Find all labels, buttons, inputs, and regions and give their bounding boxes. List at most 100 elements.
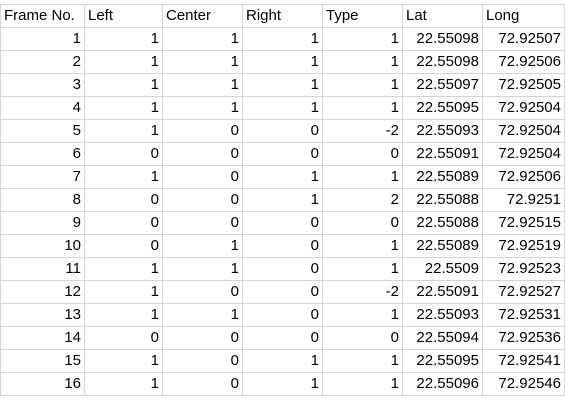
cell-center[interactable]: 1 [162, 27, 243, 51]
cell-left[interactable]: 1 [84, 303, 163, 327]
cell-lat[interactable]: 22.55096 [402, 372, 483, 396]
cell-center[interactable]: 0 [162, 188, 243, 212]
cell-long[interactable]: 72.92523 [482, 257, 565, 281]
cell-long[interactable]: 72.92504 [482, 119, 565, 143]
cell-frame-no[interactable]: 13 [0, 303, 85, 327]
cell-type[interactable]: -2 [322, 280, 403, 304]
cell-left[interactable]: 0 [84, 188, 163, 212]
cell-long[interactable]: 72.92546 [482, 372, 565, 396]
cell-center[interactable]: 0 [162, 326, 243, 350]
header-cell-left[interactable]: Left [84, 4, 163, 28]
cell-lat[interactable]: 22.55098 [402, 27, 483, 51]
cell-type[interactable]: 1 [322, 303, 403, 327]
cell-lat[interactable]: 22.55089 [402, 165, 483, 189]
cell-long[interactable]: 72.92519 [482, 234, 565, 258]
cell-center[interactable]: 0 [162, 372, 243, 396]
cell-lat[interactable]: 22.55093 [402, 303, 483, 327]
cell-left[interactable]: 0 [84, 211, 163, 235]
cell-long[interactable]: 72.92505 [482, 73, 565, 97]
cell-right[interactable]: 1 [242, 96, 323, 120]
header-cell-frame-no[interactable]: Frame No. [0, 4, 85, 28]
cell-right[interactable]: 0 [242, 280, 323, 304]
cell-lat[interactable]: 22.55088 [402, 211, 483, 235]
cell-left[interactable]: 1 [84, 165, 163, 189]
cell-right[interactable]: 0 [242, 257, 323, 281]
cell-type[interactable]: 1 [322, 257, 403, 281]
cell-right[interactable]: 1 [242, 27, 323, 51]
cell-frame-no[interactable]: 16 [0, 372, 85, 396]
cell-left[interactable]: 1 [84, 27, 163, 51]
cell-right[interactable]: 0 [242, 326, 323, 350]
cell-lat[interactable]: 22.55095 [402, 96, 483, 120]
cell-center[interactable]: 1 [162, 96, 243, 120]
cell-left[interactable]: 0 [84, 326, 163, 350]
cell-long[interactable]: 72.92536 [482, 326, 565, 350]
header-cell-center[interactable]: Center [162, 4, 243, 28]
cell-center[interactable]: 0 [162, 211, 243, 235]
cell-long[interactable]: 72.92504 [482, 96, 565, 120]
cell-left[interactable]: 0 [84, 234, 163, 258]
cell-type[interactable]: 0 [322, 211, 403, 235]
cell-long[interactable]: 72.92506 [482, 50, 565, 74]
cell-left[interactable]: 1 [84, 372, 163, 396]
cell-type[interactable]: 1 [322, 372, 403, 396]
cell-center[interactable]: 0 [162, 165, 243, 189]
header-cell-right[interactable]: Right [242, 4, 323, 28]
cell-center[interactable]: 0 [162, 280, 243, 304]
cell-center[interactable]: 0 [162, 142, 243, 166]
cell-long[interactable]: 72.92541 [482, 349, 565, 373]
header-cell-lat[interactable]: Lat [402, 4, 483, 28]
cell-left[interactable]: 1 [84, 73, 163, 97]
cell-left[interactable]: 1 [84, 96, 163, 120]
cell-type[interactable]: 2 [322, 188, 403, 212]
cell-frame-no[interactable]: 14 [0, 326, 85, 350]
cell-right[interactable]: 1 [242, 188, 323, 212]
cell-frame-no[interactable]: 6 [0, 142, 85, 166]
cell-long[interactable]: 72.92531 [482, 303, 565, 327]
cell-left[interactable]: 1 [84, 119, 163, 143]
cell-lat[interactable]: 22.55093 [402, 119, 483, 143]
cell-frame-no[interactable]: 9 [0, 211, 85, 235]
cell-left[interactable]: 0 [84, 142, 163, 166]
cell-left[interactable]: 1 [84, 50, 163, 74]
header-cell-type[interactable]: Type [322, 4, 403, 28]
cell-left[interactable]: 1 [84, 349, 163, 373]
cell-long[interactable]: 72.92527 [482, 280, 565, 304]
cell-type[interactable]: 1 [322, 234, 403, 258]
cell-long[interactable]: 72.92504 [482, 142, 565, 166]
cell-lat[interactable]: 22.55088 [402, 188, 483, 212]
cell-frame-no[interactable]: 5 [0, 119, 85, 143]
cell-left[interactable]: 1 [84, 280, 163, 304]
cell-frame-no[interactable]: 12 [0, 280, 85, 304]
cell-center[interactable]: 1 [162, 303, 243, 327]
cell-center[interactable]: 0 [162, 119, 243, 143]
cell-lat[interactable]: 22.55095 [402, 349, 483, 373]
cell-frame-no[interactable]: 1 [0, 27, 85, 51]
cell-type[interactable]: 1 [322, 27, 403, 51]
cell-right[interactable]: 0 [242, 142, 323, 166]
cell-lat[interactable]: 22.5509 [402, 257, 483, 281]
cell-right[interactable]: 0 [242, 303, 323, 327]
cell-right[interactable]: 1 [242, 73, 323, 97]
cell-center[interactable]: 1 [162, 73, 243, 97]
cell-lat[interactable]: 22.55091 [402, 142, 483, 166]
cell-type[interactable]: 1 [322, 349, 403, 373]
cell-type[interactable]: 1 [322, 50, 403, 74]
header-cell-long[interactable]: Long [482, 4, 565, 28]
cell-frame-no[interactable]: 3 [0, 73, 85, 97]
cell-long[interactable]: 72.92507 [482, 27, 565, 51]
cell-frame-no[interactable]: 10 [0, 234, 85, 258]
cell-center[interactable]: 0 [162, 349, 243, 373]
cell-left[interactable]: 1 [84, 257, 163, 281]
cell-lat[interactable]: 22.55091 [402, 280, 483, 304]
cell-type[interactable]: 1 [322, 96, 403, 120]
cell-right[interactable]: 1 [242, 372, 323, 396]
cell-long[interactable]: 72.92515 [482, 211, 565, 235]
cell-type[interactable]: -2 [322, 119, 403, 143]
cell-center[interactable]: 1 [162, 234, 243, 258]
cell-long[interactable]: 72.9251 [482, 188, 565, 212]
cell-type[interactable]: 0 [322, 326, 403, 350]
cell-frame-no[interactable]: 15 [0, 349, 85, 373]
cell-right[interactable]: 1 [242, 50, 323, 74]
cell-frame-no[interactable]: 7 [0, 165, 85, 189]
